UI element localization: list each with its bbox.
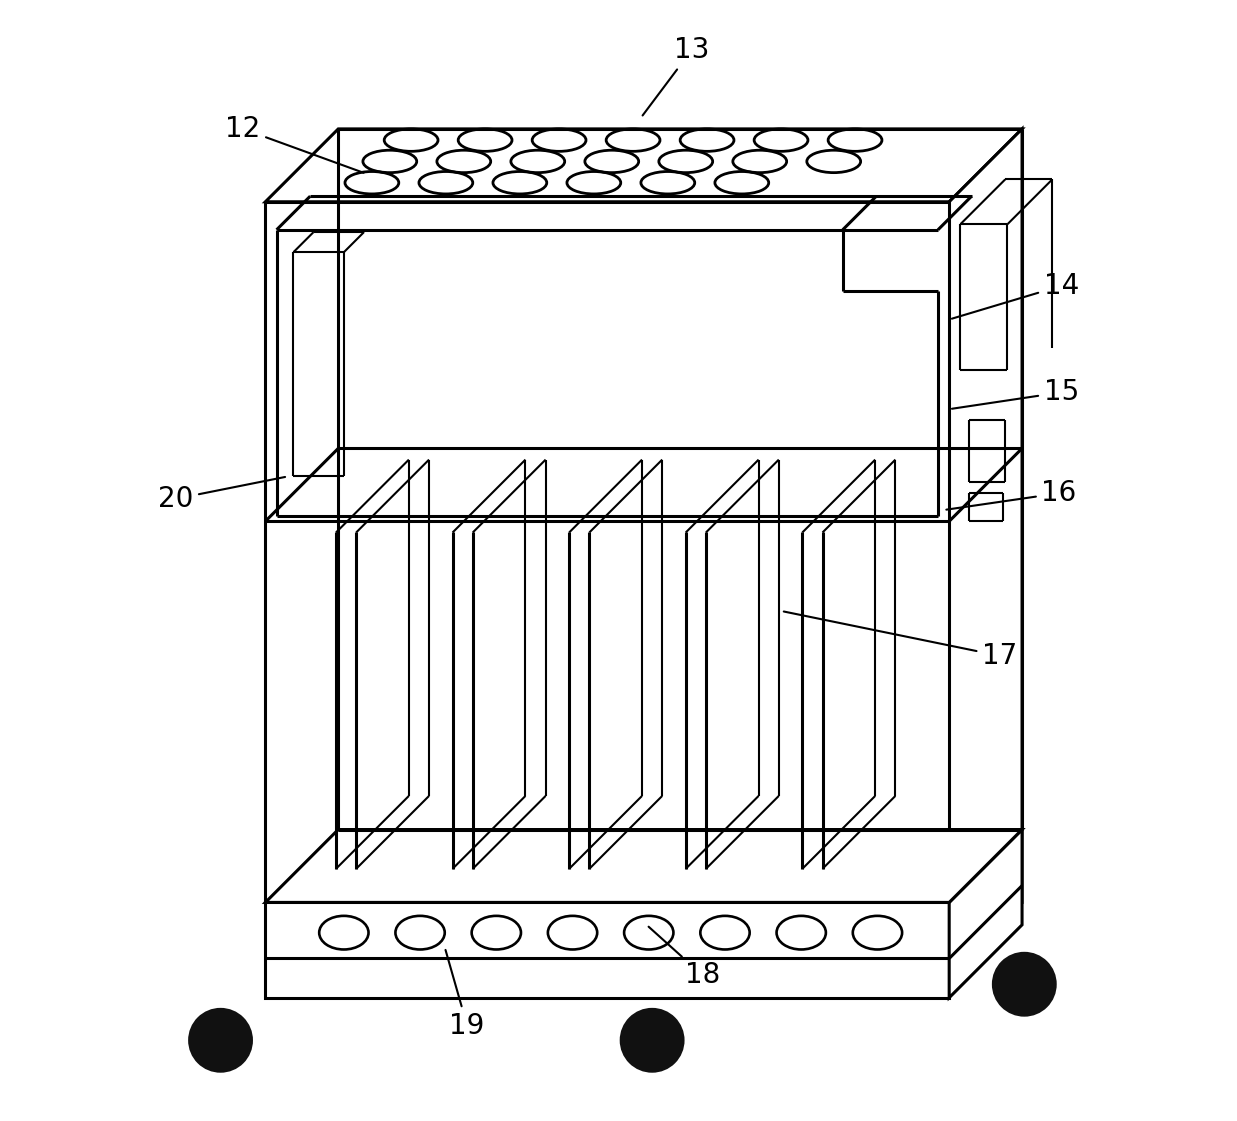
- Polygon shape: [949, 129, 1022, 902]
- Text: 20: 20: [158, 476, 285, 512]
- Polygon shape: [266, 129, 1022, 202]
- Circle shape: [189, 1009, 252, 1072]
- Text: 14: 14: [951, 272, 1079, 318]
- Polygon shape: [266, 902, 949, 998]
- Text: 13: 13: [642, 37, 709, 115]
- Text: 19: 19: [445, 949, 485, 1039]
- Text: 12: 12: [225, 115, 364, 173]
- Text: 17: 17: [784, 611, 1017, 669]
- Circle shape: [621, 1009, 684, 1072]
- Polygon shape: [949, 830, 1022, 998]
- Text: 15: 15: [952, 379, 1079, 409]
- Text: 16: 16: [946, 480, 1076, 510]
- Polygon shape: [266, 830, 1022, 902]
- Polygon shape: [266, 202, 949, 902]
- Circle shape: [993, 953, 1055, 1016]
- Text: 18: 18: [648, 927, 720, 989]
